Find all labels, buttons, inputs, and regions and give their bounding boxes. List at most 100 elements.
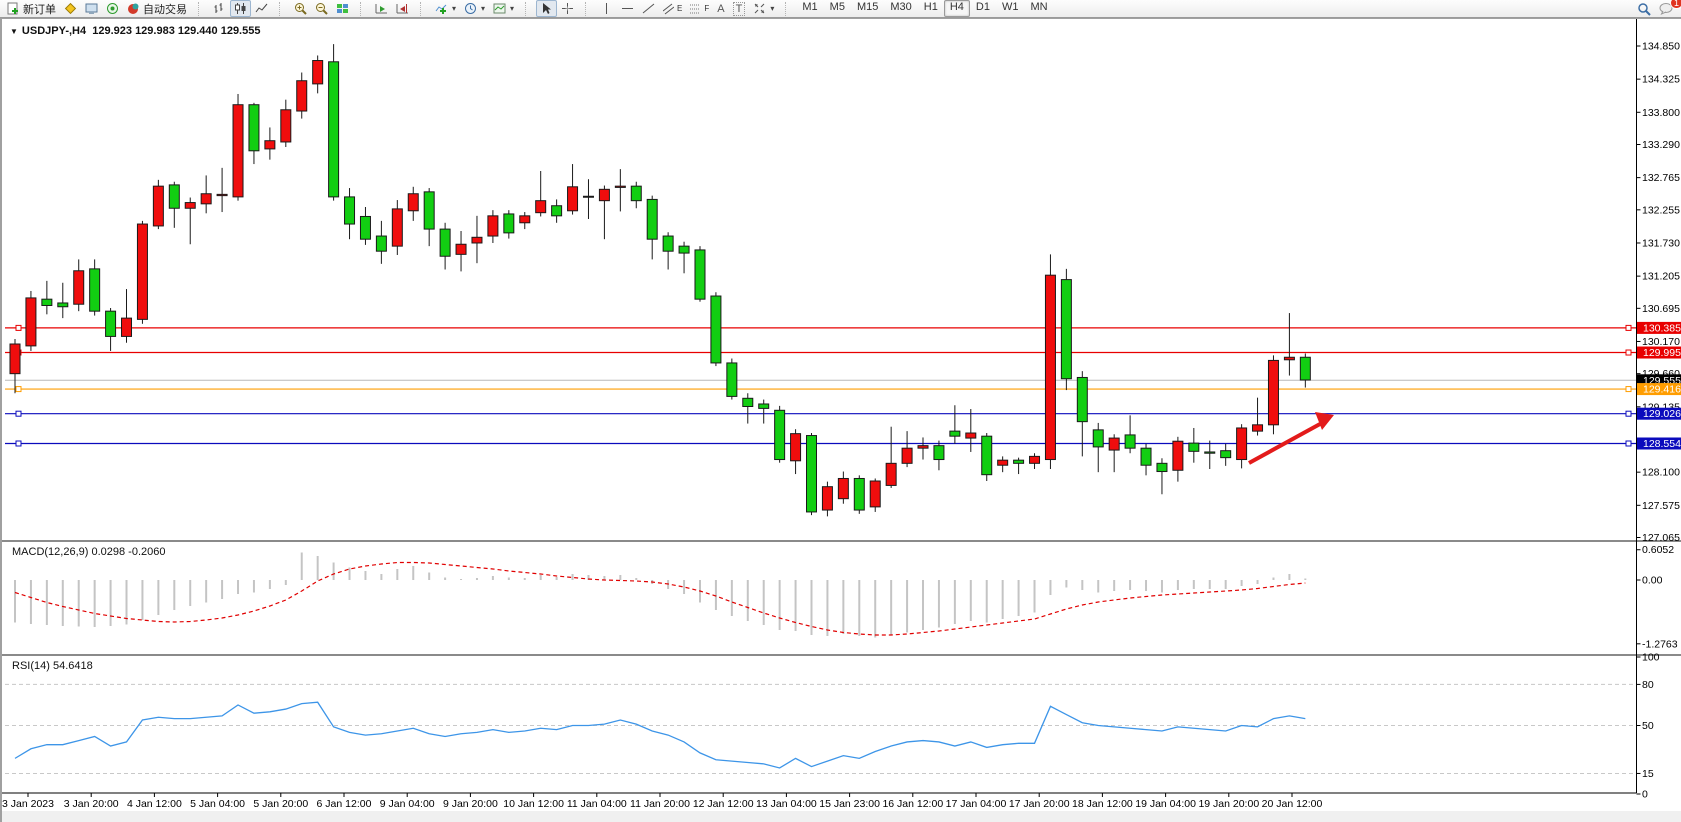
timeframe-H4[interactable]: H4 (943, 0, 970, 17)
zoom-in-button[interactable] (290, 0, 311, 17)
timeframe-W1[interactable]: W1 (1001, 1, 1019, 13)
hline-object-128.554[interactable] (5, 440, 1637, 447)
new-order-button[interactable]: 新订单 (3, 0, 60, 17)
toolbar-separator (420, 1, 426, 16)
cursor-tool-button[interactable] (536, 0, 558, 17)
rsi-tick-label: 0 (1642, 789, 1648, 801)
line-chart-mode-button[interactable] (251, 0, 272, 17)
time-tick-label: 9 Jan 20:00 (443, 798, 498, 810)
candle-body (598, 188, 610, 202)
line-chart-icon (255, 3, 268, 13)
hline-object-129.416[interactable] (5, 386, 1637, 393)
hline-anchor-marker[interactable] (15, 386, 22, 393)
search-button[interactable] (1633, 0, 1655, 17)
search-icon (1638, 2, 1651, 16)
price-tick-label: 134.325 (1642, 74, 1680, 86)
hline-anchor-marker[interactable] (1625, 440, 1632, 447)
time-tick-label: 18 Jan 12:00 (1072, 798, 1133, 810)
hline-object-129.026[interactable] (5, 410, 1637, 417)
chart-shift-icon (396, 4, 408, 14)
candle-body (232, 104, 244, 198)
time-tick-label: 10 Jan 12:00 (503, 798, 564, 810)
candle-body (216, 193, 228, 197)
chat-button[interactable]: 1 (1655, 0, 1681, 17)
rsi-level-lines (5, 683, 1637, 774)
hline-anchor-marker[interactable] (1625, 349, 1632, 356)
candle-body (407, 193, 419, 212)
chart-shift-button[interactable] (392, 0, 413, 17)
candle-body (774, 409, 786, 461)
periods-button[interactable]: ▾ (460, 0, 489, 17)
crosshair-tool-button[interactable] (557, 0, 578, 17)
hline-anchor-marker[interactable] (1625, 410, 1632, 417)
candle-body (758, 403, 770, 409)
candle-body (280, 109, 292, 143)
timeframe-M1[interactable]: M1 (802, 1, 818, 13)
candle-body (248, 104, 260, 152)
timeframe-M15[interactable]: M15 (856, 1, 879, 13)
text-tool-button[interactable]: A (713, 0, 728, 17)
hline-tool-button[interactable] (617, 0, 638, 17)
price-tick-label: 130.170 (1642, 336, 1680, 348)
symbols-icon (64, 2, 77, 15)
candle-body (1252, 424, 1264, 432)
candle-body (296, 80, 308, 112)
one-click-collapse-icon[interactable]: ▼ (10, 27, 18, 36)
trendline-tool-button[interactable] (638, 0, 659, 17)
time-tick-label: 19 Jan 20:00 (1198, 798, 1259, 810)
timeframe-M30[interactable]: M30 (890, 1, 912, 13)
window-bottom-strip (2, 811, 1681, 822)
hline-anchor-marker[interactable] (15, 324, 22, 331)
candle-body (933, 445, 945, 461)
macd-axis-labels[interactable]: 0.6052 0.00 -1.2763 (1636, 544, 1678, 650)
channel-tool-button[interactable]: E (659, 0, 686, 17)
tile-windows-button[interactable] (332, 0, 353, 17)
candle-body (487, 215, 499, 237)
templates-button[interactable]: ▾ (489, 0, 518, 17)
timeframe-H1[interactable]: H1 (923, 1, 938, 13)
candle-body (9, 343, 21, 375)
hline-anchor-marker[interactable] (1625, 386, 1632, 393)
fibonacci-tool-button[interactable]: F (686, 0, 713, 17)
time-tick-label: 17 Jan 20:00 (1009, 798, 1070, 810)
market-watch-button[interactable] (81, 0, 102, 17)
macd-tick-label: 0.00 (1642, 575, 1663, 587)
arrows-tool-button[interactable]: ▾ (749, 0, 778, 17)
toolbar-separator (585, 1, 591, 16)
indicators-button[interactable]: ▾ (431, 0, 460, 17)
price-tick-label: 130.695 (1642, 303, 1680, 315)
hline-anchor-marker[interactable] (15, 410, 22, 417)
symbols-button[interactable] (60, 0, 81, 17)
zoom-out-button[interactable] (311, 0, 332, 17)
hline-anchor-marker[interactable] (1625, 324, 1632, 331)
autotrading-button[interactable]: 自动交易 (123, 0, 191, 17)
symbol-period-label: USDJPY-,H4 (21, 25, 87, 37)
vline-tool-button[interactable] (596, 0, 617, 17)
hline-anchor-marker[interactable] (15, 440, 22, 447)
candle-body (57, 302, 69, 308)
timeframe-D1[interactable]: D1 (975, 1, 990, 13)
rsi-axis-labels[interactable]: 100 80 50 15 0 (1636, 652, 1660, 801)
indicators-caret: ▾ (452, 4, 457, 13)
timeframe-MN[interactable]: MN (1030, 1, 1048, 13)
timeframe-M5[interactable]: M5 (829, 1, 845, 13)
hline-object-130.385[interactable] (5, 324, 1637, 331)
arrow-object[interactable] (1248, 412, 1334, 465)
candle-chart-mode-button[interactable] (230, 0, 251, 17)
candle-body (25, 297, 37, 347)
rsi-tick-label: 15 (1642, 768, 1654, 780)
bar-chart-mode-button[interactable] (209, 0, 230, 17)
auto-scroll-button[interactable] (371, 0, 392, 17)
tile-windows-icon (337, 4, 348, 13)
candle-body (1124, 434, 1136, 449)
time-axis-labels[interactable]: 3 Jan 2023 3 Jan 20:00 4 Jan 12:00 5 Jan 04… (2, 793, 1323, 810)
label-tool-button[interactable]: T (729, 0, 750, 17)
candle-body (949, 430, 961, 437)
candle-body (1029, 455, 1041, 464)
pane-separators[interactable] (2, 540, 1681, 657)
rsi-indicator-label: RSI(14) 54.6418 (12, 660, 93, 672)
candle-body (312, 60, 324, 85)
signals-button[interactable] (102, 0, 123, 17)
timeframe-group: M1 M5 M15 M30 H1 H4 D1 W1 MN (793, 0, 1056, 17)
chart-window: 134.850 134.325 133.800 133.290 132.765 132.2… (0, 18, 1681, 822)
